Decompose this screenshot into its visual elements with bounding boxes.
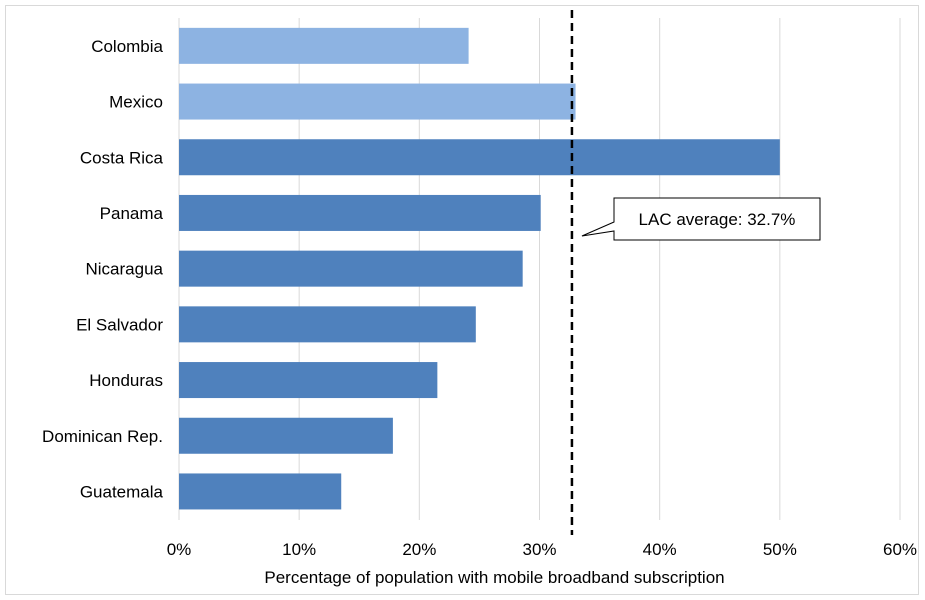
bar-colombia — [179, 27, 469, 64]
category-label-nicaragua: Nicaragua — [86, 260, 164, 279]
category-label-guatemala: Guatemala — [80, 482, 164, 501]
bar-guatemala — [179, 473, 342, 510]
callout-label: LAC average: 32.7% — [639, 210, 796, 229]
x-tick-label-4: 40% — [643, 540, 677, 559]
bar-dominican-rep — [179, 417, 393, 454]
x-tick-label-5: 50% — [763, 540, 797, 559]
callout-box — [581, 197, 821, 241]
category-labels: Colombia Mexico Costa Rica Panama Nicaragua E… — [42, 37, 163, 502]
category-label-colombia: Colombia — [91, 37, 163, 56]
category-label-honduras: Honduras — [89, 371, 163, 390]
category-label-dominican-rep: Dominican Rep. — [42, 427, 163, 446]
x-tick-label-6: 60% — [883, 540, 917, 559]
x-tick-labels: 0% 10% 20% 30% 40% 50% 60% — [167, 540, 917, 559]
x-axis-title: Percentage of population with mobile bro… — [264, 568, 724, 587]
bar-costa-rica — [179, 139, 780, 176]
bar-mexico — [179, 83, 576, 120]
category-label-el-salvador: El Salvador — [76, 315, 163, 334]
category-label-mexico: Mexico — [109, 93, 163, 112]
x-tick-label-2: 20% — [402, 540, 436, 559]
x-tick-label-3: 30% — [522, 540, 556, 559]
bar-el-salvador — [179, 306, 476, 343]
bars — [179, 27, 780, 510]
bar-honduras — [179, 362, 438, 399]
x-tick-label-1: 10% — [282, 540, 316, 559]
bar-panama — [179, 194, 541, 231]
bar-nicaragua — [179, 250, 523, 287]
category-label-costa-rica: Costa Rica — [80, 148, 164, 167]
category-label-panama: Panama — [100, 204, 164, 223]
x-tick-label-0: 0% — [167, 540, 192, 559]
lac-average-callout: LAC average: 32.7% — [581, 197, 821, 241]
